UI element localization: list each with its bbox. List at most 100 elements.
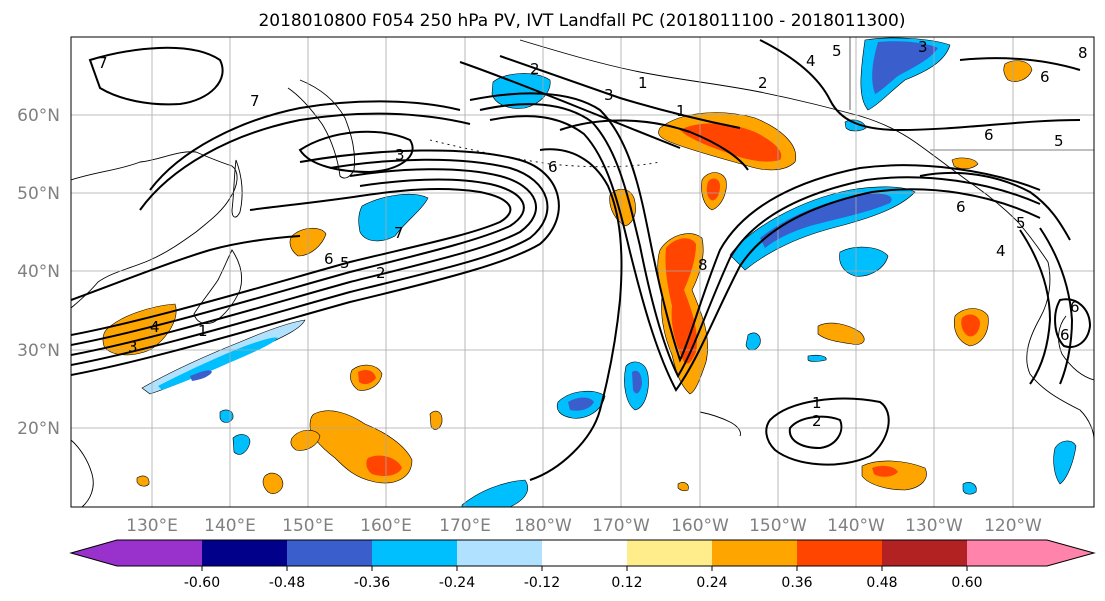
colorbar-cell (117, 540, 202, 566)
anomaly-region (568, 397, 594, 411)
pv-contour (499, 55, 741, 129)
colorbar-extend-low (71, 540, 117, 566)
anomaly-region (262, 472, 284, 494)
pv-contour (788, 415, 843, 450)
contour-label: 3 (395, 146, 405, 164)
contour-label: 6 (1040, 68, 1050, 86)
pv-contours (71, 39, 1092, 481)
pv-contour (1054, 298, 1092, 348)
contour-label: 1 (812, 394, 822, 412)
contour-label: 7 (394, 224, 404, 242)
japan-coast (193, 249, 243, 325)
anomaly-region (962, 482, 977, 495)
colorbar-tick-label: 0.48 (866, 575, 897, 591)
colorbar-cell (372, 540, 457, 566)
lon-label: 160°E (360, 516, 412, 536)
contour-label: 5 (1016, 214, 1026, 232)
contour-label: 7 (250, 92, 260, 110)
anomaly-region (872, 41, 938, 94)
lon-label: 150°E (282, 516, 334, 536)
pv-contour (459, 61, 681, 149)
anomaly-region (366, 455, 402, 476)
anomaly-region (961, 314, 980, 337)
anomaly-region (1003, 60, 1033, 82)
contour-label: 2 (530, 60, 540, 78)
contour-label: 3 (918, 38, 928, 56)
colorbar-cell (542, 540, 627, 566)
pv-contour (71, 188, 512, 336)
pv-contour (298, 130, 414, 174)
anomaly-region (872, 465, 898, 477)
colorbar-ticks (201, 566, 968, 571)
lat-labels: 60°N 50°N 40°N 30°N 20°N (17, 106, 60, 439)
colorbar-tick-label: -0.12 (524, 575, 560, 591)
pv-contour (479, 103, 1041, 379)
anomaly-region (1053, 440, 1077, 485)
lat-label: 20°N (17, 419, 60, 439)
lon-label: 170°E (439, 516, 491, 536)
pv-contour (469, 92, 1041, 363)
pv-contour (529, 148, 623, 481)
contour-label: 6 (956, 198, 966, 216)
contour-label: 2 (812, 412, 822, 430)
anomaly-region (136, 475, 150, 487)
anomaly-region (817, 322, 865, 345)
anomaly-region (232, 434, 251, 455)
colorbar-extend-high (1047, 540, 1094, 566)
contour-label: 6 (1060, 326, 1070, 344)
lon-label: 180°W (514, 516, 572, 536)
contour-label: 3 (128, 338, 138, 356)
map-panel: 7 7 6 5 4 3 2 1 3 5 6 7 6 5 2 1 3 6 8 4 … (70, 36, 1095, 508)
anomaly-region (632, 370, 642, 394)
pv-contour (71, 158, 549, 366)
pv-contour (489, 115, 1041, 392)
lat-label: 40°N (17, 262, 60, 282)
colorbar-tick-label: -0.24 (439, 575, 475, 591)
alaska-coast (519, 39, 1049, 263)
anomaly-region (219, 409, 234, 423)
colorbar-tick-label: -0.60 (184, 575, 220, 591)
map-frame (70, 36, 1095, 508)
anomaly-region (677, 482, 689, 492)
contour-label: 1 (198, 322, 208, 340)
contour-label: 8 (698, 256, 708, 274)
contour-label: 7 (98, 54, 108, 72)
pv-contour (71, 168, 537, 356)
map-background (71, 37, 1094, 507)
pv-contour (139, 112, 471, 211)
contour-label: 4 (150, 318, 160, 336)
lat-label: 30°N (17, 341, 60, 361)
contour-label: 1 (638, 74, 648, 92)
lat-label: 60°N (17, 106, 60, 126)
lon-label: 150°W (749, 516, 807, 536)
pv-contour (71, 149, 560, 376)
anomaly-region (844, 119, 867, 132)
colorbar-cell (882, 540, 967, 566)
lon-label: 170°W (592, 516, 650, 536)
anomaly-region (429, 410, 443, 430)
contour-label: 3 (604, 86, 614, 104)
mexico-coast (1058, 315, 1094, 381)
lon-labels: 130°E 140°E 150°E 160°E 170°E 180°W 170°… (126, 516, 1042, 536)
colorbar-tick-labels: -0.60 -0.48 -0.36 -0.24 -0.12 0.12 0.24 … (184, 575, 983, 591)
colorbar-cell (627, 540, 712, 566)
anomaly-region (461, 479, 529, 507)
hawaii (699, 411, 741, 437)
colorbar-tick-label: 0.36 (781, 575, 812, 591)
contour-label: 4 (996, 242, 1006, 260)
pv-contour (149, 100, 461, 191)
pv-contour (88, 46, 224, 106)
colorbar-outline (69, 539, 1096, 567)
contour-label: 5 (832, 42, 842, 60)
pv-contour (765, 397, 890, 466)
anomaly-region (745, 332, 761, 351)
shaded-anomalies (102, 37, 1077, 507)
contour-label: 6 (548, 158, 558, 176)
contour-label: 5 (340, 254, 350, 272)
contour-label: 5 (1054, 132, 1064, 150)
anomaly-region (807, 354, 827, 362)
colorbar: -0.60 -0.48 -0.36 -0.24 -0.12 0.12 0.24 … (69, 539, 1096, 591)
anomaly-region (491, 73, 551, 109)
lon-label: 130°E (126, 516, 178, 536)
